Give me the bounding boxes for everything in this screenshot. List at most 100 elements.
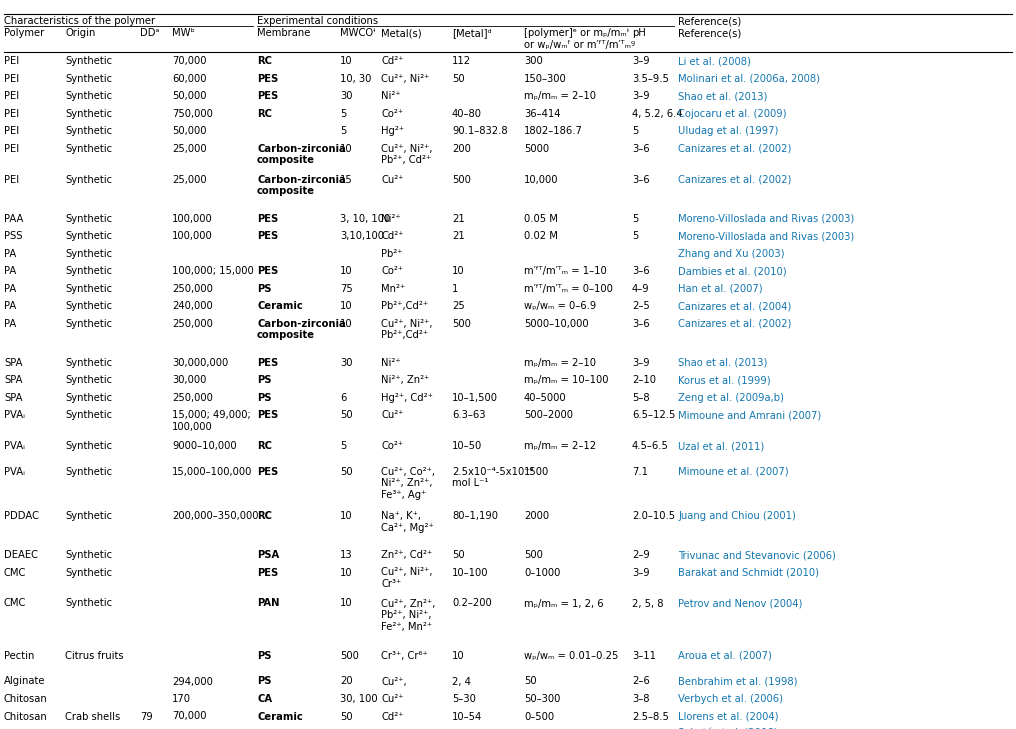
Text: 5: 5 (340, 126, 346, 136)
Text: 15,000–100,000: 15,000–100,000 (172, 467, 252, 477)
Text: Canizares et al. (2004): Canizares et al. (2004) (678, 301, 791, 311)
Text: 80–1,190: 80–1,190 (452, 511, 498, 521)
Text: Moreno-Villoslada and Rivas (2003): Moreno-Villoslada and Rivas (2003) (678, 231, 854, 241)
Text: 30, 100: 30, 100 (340, 694, 378, 704)
Text: PA: PA (4, 284, 16, 294)
Text: 21: 21 (452, 231, 464, 241)
Text: 5: 5 (632, 126, 638, 136)
Text: PES: PES (257, 357, 278, 367)
Text: 7.1: 7.1 (632, 467, 648, 477)
Text: Synthetic: Synthetic (65, 126, 112, 136)
Text: CA: CA (257, 694, 272, 704)
Text: wₚ/wₘ = 0.01–0.25: wₚ/wₘ = 0.01–0.25 (524, 651, 619, 661)
Text: Synthetic: Synthetic (65, 284, 112, 294)
Text: 0.2–200: 0.2–200 (452, 599, 492, 609)
Text: 2–10: 2–10 (632, 375, 656, 385)
Text: 30: 30 (340, 91, 353, 101)
Text: mₚ/mₘ = 1, 2, 6: mₚ/mₘ = 1, 2, 6 (524, 599, 604, 609)
Text: Barakat and Schmidt (2010): Barakat and Schmidt (2010) (678, 567, 819, 577)
Text: Pectin: Pectin (4, 651, 35, 661)
Text: Hg²⁺: Hg²⁺ (381, 126, 404, 136)
Text: Canizares et al. (2002): Canizares et al. (2002) (678, 319, 791, 329)
Text: 500–2000: 500–2000 (524, 410, 573, 420)
Text: Synthetic: Synthetic (65, 74, 112, 84)
Text: 10–100: 10–100 (452, 567, 489, 577)
Text: Ni²⁺: Ni²⁺ (381, 214, 400, 224)
Text: CMC: CMC (4, 567, 26, 577)
Text: Mimoune and Amrani (2007): Mimoune and Amrani (2007) (678, 410, 821, 420)
Text: 1500: 1500 (524, 467, 550, 477)
Text: 79: 79 (140, 712, 152, 722)
Text: Synthetic: Synthetic (65, 410, 112, 420)
Text: 10: 10 (340, 567, 353, 577)
Text: 4.5–6.5: 4.5–6.5 (632, 441, 669, 451)
Text: Dambies et al. (2010): Dambies et al. (2010) (678, 266, 786, 276)
Text: PS: PS (257, 677, 271, 687)
Text: Carbon-zirconia
composite: Carbon-zirconia composite (257, 174, 345, 196)
Text: Citrus fruits: Citrus fruits (65, 651, 124, 661)
Text: Cu²⁺, Ni²⁺: Cu²⁺, Ni²⁺ (381, 74, 430, 84)
Text: 1802–186.7: 1802–186.7 (524, 126, 583, 136)
Text: Synthetic: Synthetic (65, 550, 112, 560)
Text: 3–6: 3–6 (632, 266, 649, 276)
Text: 10: 10 (340, 144, 353, 154)
Text: Chitosan: Chitosan (4, 712, 48, 722)
Text: m′ᶠᵀ/m′ᵀₘ = 0–100: m′ᶠᵀ/m′ᵀₘ = 0–100 (524, 284, 613, 294)
Text: Aroua et al. (2007): Aroua et al. (2007) (678, 651, 772, 661)
Text: 10–54: 10–54 (452, 712, 483, 722)
Text: Co²⁺: Co²⁺ (381, 266, 403, 276)
Text: 10: 10 (340, 266, 353, 276)
Text: 4–9: 4–9 (632, 284, 649, 294)
Text: 294,000: 294,000 (172, 677, 213, 687)
Text: pH: pH (632, 28, 646, 38)
Text: mₚ/mₘ = 2–12: mₚ/mₘ = 2–12 (524, 441, 596, 451)
Text: Synthetic: Synthetic (65, 357, 112, 367)
Text: 3–6: 3–6 (632, 174, 649, 184)
Text: Zeng et al. (2009a,b): Zeng et al. (2009a,b) (678, 392, 784, 402)
Text: Synthetic: Synthetic (65, 375, 112, 385)
Text: PS: PS (257, 375, 271, 385)
Text: RC: RC (257, 511, 272, 521)
Text: PSS: PSS (4, 231, 22, 241)
Text: Uludag et al. (1997): Uludag et al. (1997) (678, 126, 778, 136)
Text: Synthetic: Synthetic (65, 511, 112, 521)
Text: 30,000: 30,000 (172, 375, 206, 385)
Text: Origin: Origin (65, 28, 96, 38)
Text: 5–8: 5–8 (632, 392, 649, 402)
Text: 50: 50 (340, 410, 353, 420)
Text: 200,000–350,000: 200,000–350,000 (172, 511, 258, 521)
Text: 15,000; 49,000;
100,000: 15,000; 49,000; 100,000 (172, 410, 251, 432)
Text: PA: PA (4, 266, 16, 276)
Text: Reference(s): Reference(s) (678, 16, 742, 26)
Text: 5: 5 (632, 214, 638, 224)
Text: PS: PS (257, 392, 271, 402)
Text: PES: PES (257, 410, 278, 420)
Text: Molinari et al. (2006a, 2008): Molinari et al. (2006a, 2008) (678, 74, 820, 84)
Text: PES: PES (257, 467, 278, 477)
Text: Carbon-zirconia
composite: Carbon-zirconia composite (257, 144, 345, 165)
Text: Canizares et al. (2002): Canizares et al. (2002) (678, 144, 791, 154)
Text: 3–11: 3–11 (632, 651, 656, 661)
Text: PEI: PEI (4, 109, 19, 119)
Text: PA: PA (4, 301, 16, 311)
Text: [polymer]ᵉ or mₚ/mₘᶤ
or wₚ/wₘᶠ or m′ᶠᵀ/m′ᵀₘᶢ: [polymer]ᵉ or mₚ/mₘᶤ or wₚ/wₘᶠ or m′ᶠᵀ/m… (524, 28, 635, 50)
Text: 3–9: 3–9 (632, 567, 649, 577)
Text: SPA: SPA (4, 375, 22, 385)
Text: 0.02 M: 0.02 M (524, 231, 558, 241)
Text: PSA: PSA (257, 550, 279, 560)
Text: 750,000: 750,000 (172, 109, 213, 119)
Text: 10: 10 (340, 319, 353, 329)
Text: RC: RC (257, 109, 272, 119)
Text: 3–6: 3–6 (632, 319, 649, 329)
Text: Cu²⁺: Cu²⁺ (381, 410, 403, 420)
Text: 150–300: 150–300 (524, 74, 567, 84)
Text: Synthetic: Synthetic (65, 392, 112, 402)
Text: Cu²⁺: Cu²⁺ (381, 174, 403, 184)
Text: 240,000: 240,000 (172, 301, 212, 311)
Text: mₚ/mₘ = 2–10: mₚ/mₘ = 2–10 (524, 357, 596, 367)
Text: PES: PES (257, 214, 278, 224)
Text: Synthetic: Synthetic (65, 56, 112, 66)
Text: 6: 6 (340, 392, 346, 402)
Text: Juang and Chiou (2001): Juang and Chiou (2001) (678, 511, 796, 521)
Text: Reference(s): Reference(s) (678, 28, 742, 38)
